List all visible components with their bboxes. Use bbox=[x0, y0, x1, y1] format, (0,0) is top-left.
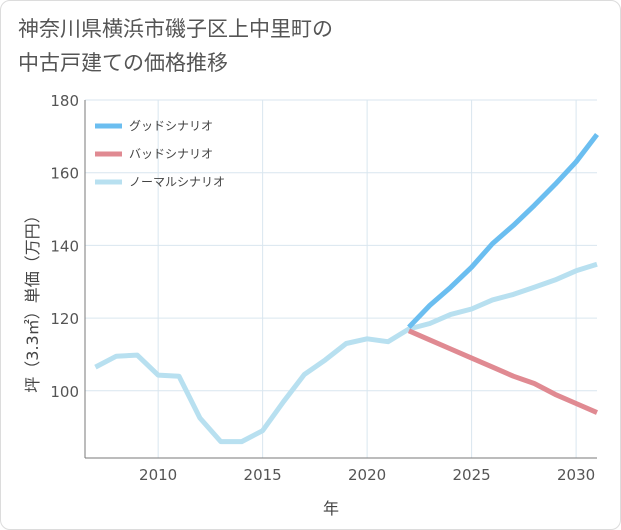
axes bbox=[84, 100, 597, 459]
series-line-2 bbox=[407, 328, 598, 415]
series-line-3 bbox=[94, 261, 598, 445]
y-tick-label: 100 bbox=[50, 383, 79, 401]
x-axis-title: 年 bbox=[323, 499, 339, 518]
y-tick-label: 120 bbox=[50, 310, 79, 328]
y-tick-label: 160 bbox=[50, 165, 79, 183]
x-tick-label: 2010 bbox=[139, 466, 177, 484]
x-tick-label: 2030 bbox=[557, 466, 595, 484]
series-line-1 bbox=[407, 132, 599, 329]
grid-lines bbox=[85, 99, 597, 458]
title-line-1: 神奈川県横浜市磯子区上中里町の bbox=[18, 17, 333, 41]
y-tick-label: 140 bbox=[50, 237, 79, 255]
tick-labels: 100 120 140 160 180 2010 2015 2020 2025 2030 bbox=[50, 92, 595, 484]
x-tick-label: 2020 bbox=[348, 466, 386, 484]
x-tick-label: 2025 bbox=[453, 466, 491, 484]
y-axis-title: 坪（3.3㎡）単価（万円） bbox=[23, 207, 42, 392]
y-tick-label: 180 bbox=[50, 92, 79, 110]
legend-label: バッドシナリオ bbox=[129, 147, 213, 161]
legend-label: グッドシナリオ bbox=[129, 119, 213, 133]
legend-label: ノーマルシナリオ bbox=[129, 175, 225, 189]
page-title: 神奈川県横浜市磯子区上中里町の 中古戸建ての価格推移 bbox=[18, 12, 608, 80]
series-lines bbox=[94, 132, 599, 445]
x-tick-label: 2015 bbox=[244, 466, 282, 484]
title-line-2: 中古戸建ての価格推移 bbox=[18, 51, 228, 75]
